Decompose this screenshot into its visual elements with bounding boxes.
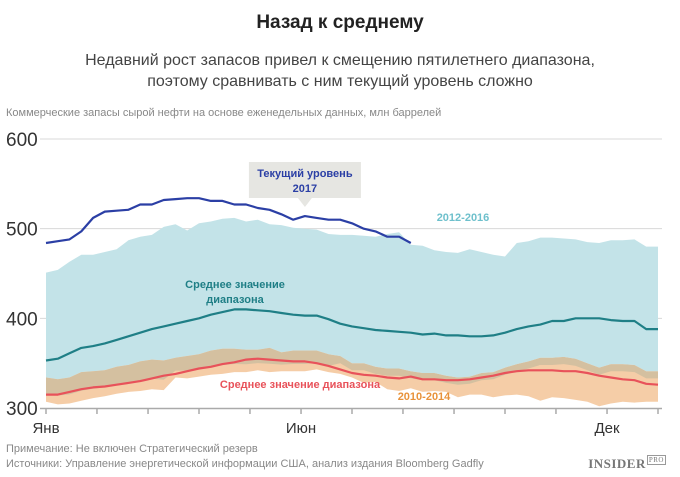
avg-2012-2016-line	[45, 308, 658, 362]
callout-label-current-line2: 2017	[293, 183, 317, 195]
label-band-2012-2016: 2012-2016	[437, 212, 490, 224]
y-tick-label: 400	[6, 309, 38, 330]
insider-pro-logo: INSIDER PRO	[588, 455, 666, 472]
y-tick-label: 600	[6, 130, 38, 151]
y-tick-label: 500	[6, 220, 38, 241]
label-avg-2012-2016-line1: Среднее значение	[185, 279, 285, 291]
x-tick-label: Янв	[32, 420, 59, 437]
band-overlap	[46, 347, 658, 396]
label-band-2010-2014: 2010-2014	[398, 391, 451, 403]
subtitle-line-1: Недавний рост запасов привел к смещению …	[85, 52, 595, 69]
label-avg-2012-2016-line2: диапазона	[206, 294, 264, 306]
note-text: Примечание: Не включен Стратегический ре…	[6, 443, 258, 455]
axes: 300 400 500 600 Янв Июн Дек	[6, 130, 662, 437]
label-avg-2010-2014: Среднее значение диапазона	[220, 379, 381, 391]
units-label: Коммерческие запасы сырой нефти на основ…	[6, 107, 442, 119]
lines	[45, 197, 659, 396]
x-tick-label: Дек	[595, 420, 621, 437]
y-tick-label: 300	[6, 399, 38, 420]
logo-text: INSIDER	[588, 456, 646, 471]
sources-text: Источники: Управление энергетической инф…	[6, 458, 484, 470]
logo-badge: PRO	[646, 455, 666, 465]
bands	[46, 217, 658, 407]
callout-box	[248, 162, 361, 207]
chart-subtitle: Недавний рост запасов привел к смещению …	[0, 50, 680, 92]
subtitle-line-2: поэтому сравнивать с ним текущий уровень…	[147, 73, 533, 90]
chart-title: Назад к среднему	[256, 12, 424, 33]
current-2017-line	[45, 197, 412, 245]
x-tick-label: Июн	[286, 420, 316, 437]
band-2012-2016	[46, 217, 658, 380]
callout-label-current-line1: Текущий уровень	[257, 168, 353, 180]
annotations: Текущий уровень 2017 Среднее значение диапа…	[185, 162, 489, 403]
avg-2010-2014-line	[46, 357, 659, 396]
